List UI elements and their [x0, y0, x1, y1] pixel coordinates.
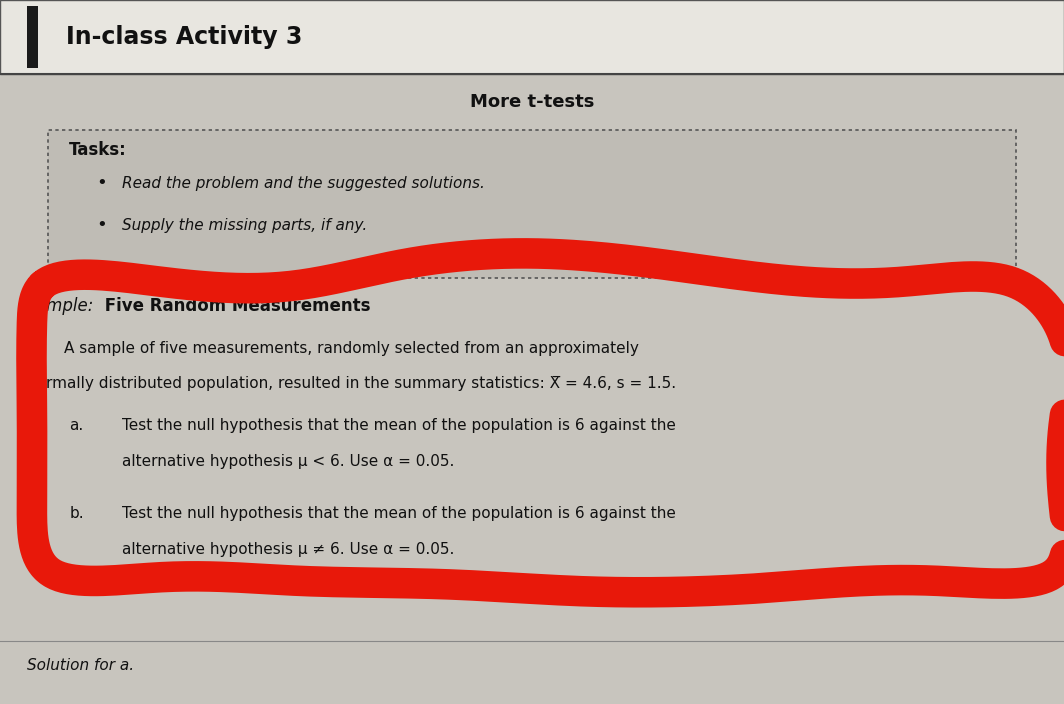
Text: Test the null hypothesis that the mean of the population is 6 against the: Test the null hypothesis that the mean o…	[122, 418, 677, 434]
Text: Five Random Measurements: Five Random Measurements	[99, 297, 370, 315]
Text: Test the null hypothesis that the mean of the population is 6 against the: Test the null hypothesis that the mean o…	[122, 506, 677, 522]
Text: More t-tests: More t-tests	[470, 93, 594, 111]
Text: •: •	[96, 174, 106, 192]
Text: Supply the missing parts, if any.: Supply the missing parts, if any.	[122, 218, 367, 233]
Text: Tasks:: Tasks:	[69, 141, 127, 159]
Text: b.: b.	[69, 506, 84, 522]
Text: a.: a.	[69, 418, 83, 434]
Text: xample:: xample:	[27, 297, 94, 315]
Text: alternative hypothesis μ ≠ 6. Use α = 0.05.: alternative hypothesis μ ≠ 6. Use α = 0.…	[122, 541, 454, 557]
Text: A sample of five measurements, randomly selected from an approximately: A sample of five measurements, randomly …	[64, 341, 638, 356]
Text: alternative hypothesis μ < 6. Use α = 0.05.: alternative hypothesis μ < 6. Use α = 0.…	[122, 453, 454, 469]
Text: •: •	[96, 216, 106, 234]
Text: normally distributed population, resulted in the summary statistics: X̅ = 4.6, s: normally distributed population, resulte…	[27, 376, 676, 391]
Text: Read the problem and the suggested solutions.: Read the problem and the suggested solut…	[122, 175, 485, 191]
FancyBboxPatch shape	[0, 0, 1064, 74]
FancyBboxPatch shape	[48, 130, 1016, 278]
Text: In-class Activity 3: In-class Activity 3	[66, 25, 302, 49]
FancyBboxPatch shape	[27, 6, 38, 68]
Text: Solution for a.: Solution for a.	[27, 658, 134, 673]
